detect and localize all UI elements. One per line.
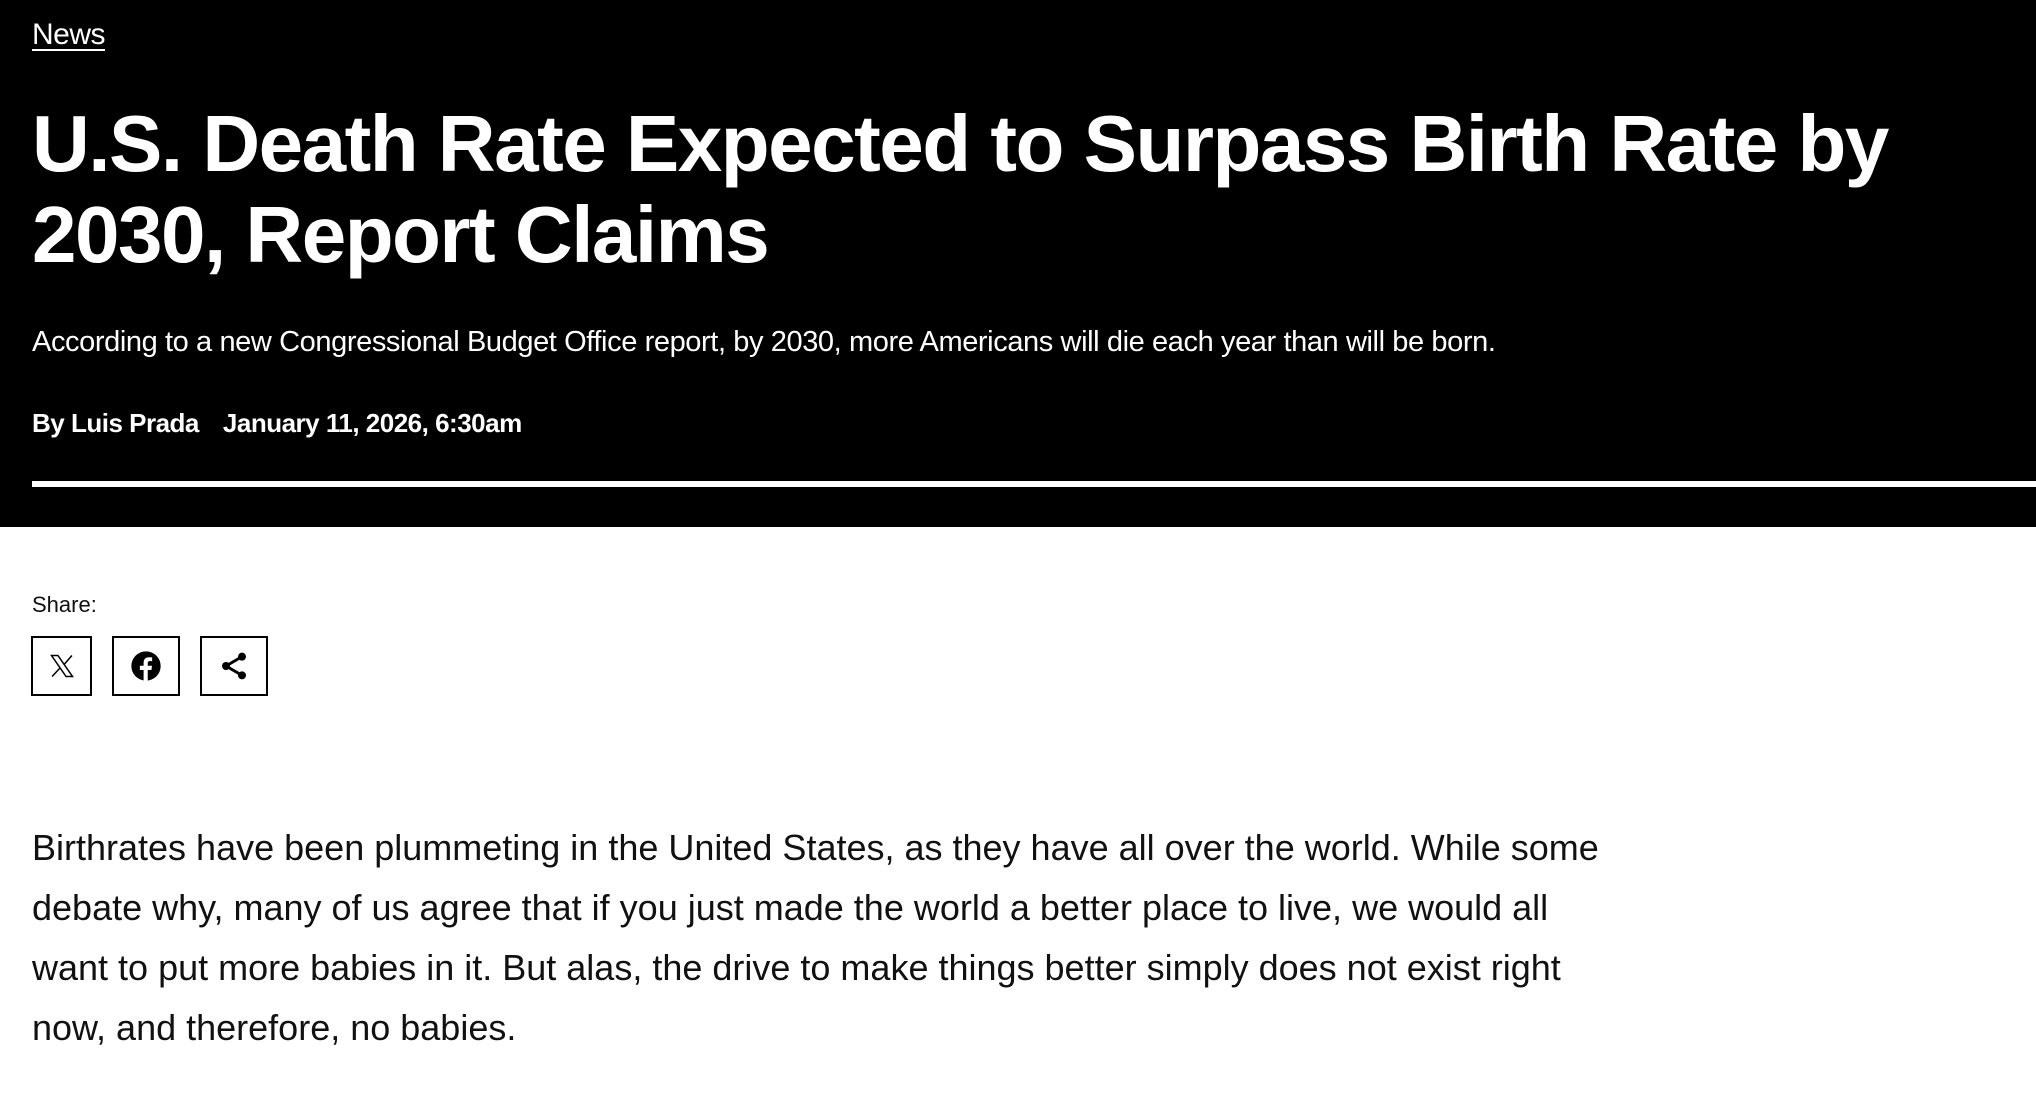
category-link[interactable]: News <box>32 18 106 51</box>
byline: By Luis Prada January 11, 2026, 6:30am <box>32 408 522 439</box>
article-body-paragraph: Birthrates have been plummeting in the U… <box>32 827 1599 1048</box>
author-link[interactable]: By Luis Prada <box>32 408 199 438</box>
headline: U.S. Death Rate Expected to Surpass Birt… <box>32 99 1889 279</box>
x-twitter-icon <box>49 654 74 678</box>
share-icon <box>222 652 246 680</box>
publish-date: January 11, 2026, 6:30am <box>222 408 522 438</box>
article-header: News U.S. Death Rate Expected to Surpass… <box>0 0 2036 527</box>
facebook-icon <box>131 651 161 682</box>
share-label: Share: <box>32 592 97 617</box>
article-dek: According to a new Congressional Budget … <box>32 326 1496 358</box>
share-x-button[interactable] <box>31 636 92 696</box>
header-divider <box>32 481 2036 487</box>
share-facebook-button[interactable] <box>112 636 180 696</box>
share-more-button[interactable] <box>200 636 268 696</box>
